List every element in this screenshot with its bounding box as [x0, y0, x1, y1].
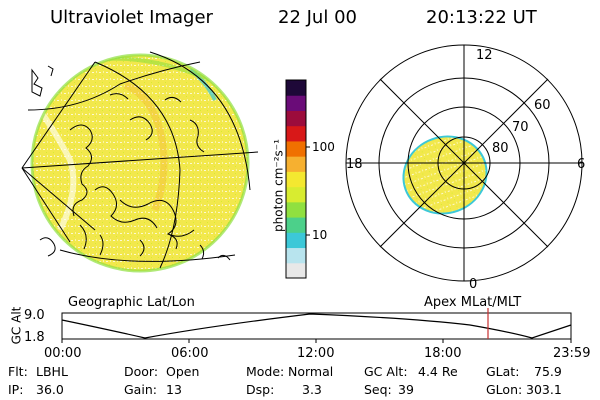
- colorbar-band: [286, 186, 306, 203]
- colorbar-band: [286, 262, 306, 279]
- ip-label: IP:: [8, 382, 24, 397]
- colorbar: [286, 80, 306, 279]
- polar-plot: [345, 44, 583, 282]
- gain-label: Gain:: [124, 382, 157, 397]
- ip-value: 36.0: [36, 382, 64, 397]
- colorbar-band: [286, 140, 306, 157]
- mlt-label-18: 18: [346, 157, 363, 172]
- gc-alt-xtick-2359: 23:59: [553, 346, 591, 361]
- colorbar-band: [286, 201, 306, 218]
- colorbar-tick-label-10: 10: [312, 228, 328, 242]
- gcalt-value: 4.4 Re: [418, 364, 458, 379]
- dsp-label: Dsp:: [246, 382, 275, 397]
- glat-value: 75.9: [534, 364, 562, 379]
- gc-alt-xtick-0600: 06:00: [171, 346, 209, 361]
- gc-alt-chart: [61, 308, 572, 343]
- glon-label: GLon:: [486, 382, 523, 397]
- lat-label-60: 60: [534, 98, 551, 113]
- gc-alt-xtick-1800: 18:00: [424, 346, 462, 361]
- colorbar-band: [286, 247, 306, 264]
- time-label: 20:13:22 UT: [426, 7, 537, 28]
- flt-label: Flt:: [8, 364, 28, 379]
- coastlines: [31, 65, 231, 261]
- gc-alt-ytick-min: 1.8: [24, 330, 45, 345]
- geographic-caption: Geographic Lat/Lon: [68, 295, 195, 310]
- gc-alt-ylabel: GC Alt: [9, 306, 24, 345]
- geographic-image: [30, 53, 250, 273]
- geographic-grid: [21, 51, 259, 269]
- mlt-label-0: 0: [469, 277, 478, 292]
- mlt-label-12: 12: [476, 48, 493, 63]
- colorbar-label: photon cm⁻²s⁻¹: [271, 139, 286, 232]
- door-value: Open: [166, 364, 200, 379]
- mlt-label-6: 6: [577, 157, 586, 172]
- colorbar-band: [286, 171, 306, 188]
- colorbar-band: [286, 95, 306, 111]
- glon-value: 303.1: [526, 382, 562, 397]
- glat-label: GLat:: [486, 364, 520, 379]
- colorbar-band: [286, 125, 306, 142]
- gc-alt-xtick-1200: 12:00: [297, 346, 335, 361]
- colorbar-band: [286, 217, 306, 233]
- colorbar-tick-label-100: 100: [312, 140, 335, 154]
- instrument-title: Ultraviolet Imager: [50, 7, 213, 28]
- mode-label: Mode:: [246, 364, 285, 379]
- dsp-value: 3.3: [302, 382, 322, 397]
- lat-label-80: 80: [492, 141, 509, 156]
- date-label: 22 Jul 00: [278, 7, 357, 28]
- lat-label-70: 70: [512, 120, 529, 135]
- seq-label: Seq:: [364, 382, 392, 397]
- gc-alt-xtick-0000: 00:00: [44, 346, 82, 361]
- colorbar-band: [286, 232, 306, 249]
- gc-alt-ytick-max: 9.0: [24, 308, 45, 323]
- flt-value: LBHL: [36, 364, 68, 379]
- door-label: Door:: [124, 364, 159, 379]
- gcalt-label: GC Alt:: [364, 364, 408, 379]
- mode-value: Normal: [288, 364, 334, 379]
- colorbar-band: [286, 156, 306, 172]
- colorbar-band: [286, 110, 306, 127]
- apex-caption: Apex MLat/MLT: [424, 295, 522, 310]
- seq-value: 39: [398, 382, 414, 397]
- colorbar-band: [286, 80, 306, 96]
- gain-value: 13: [166, 382, 182, 397]
- colorbar-frame: [285, 79, 307, 279]
